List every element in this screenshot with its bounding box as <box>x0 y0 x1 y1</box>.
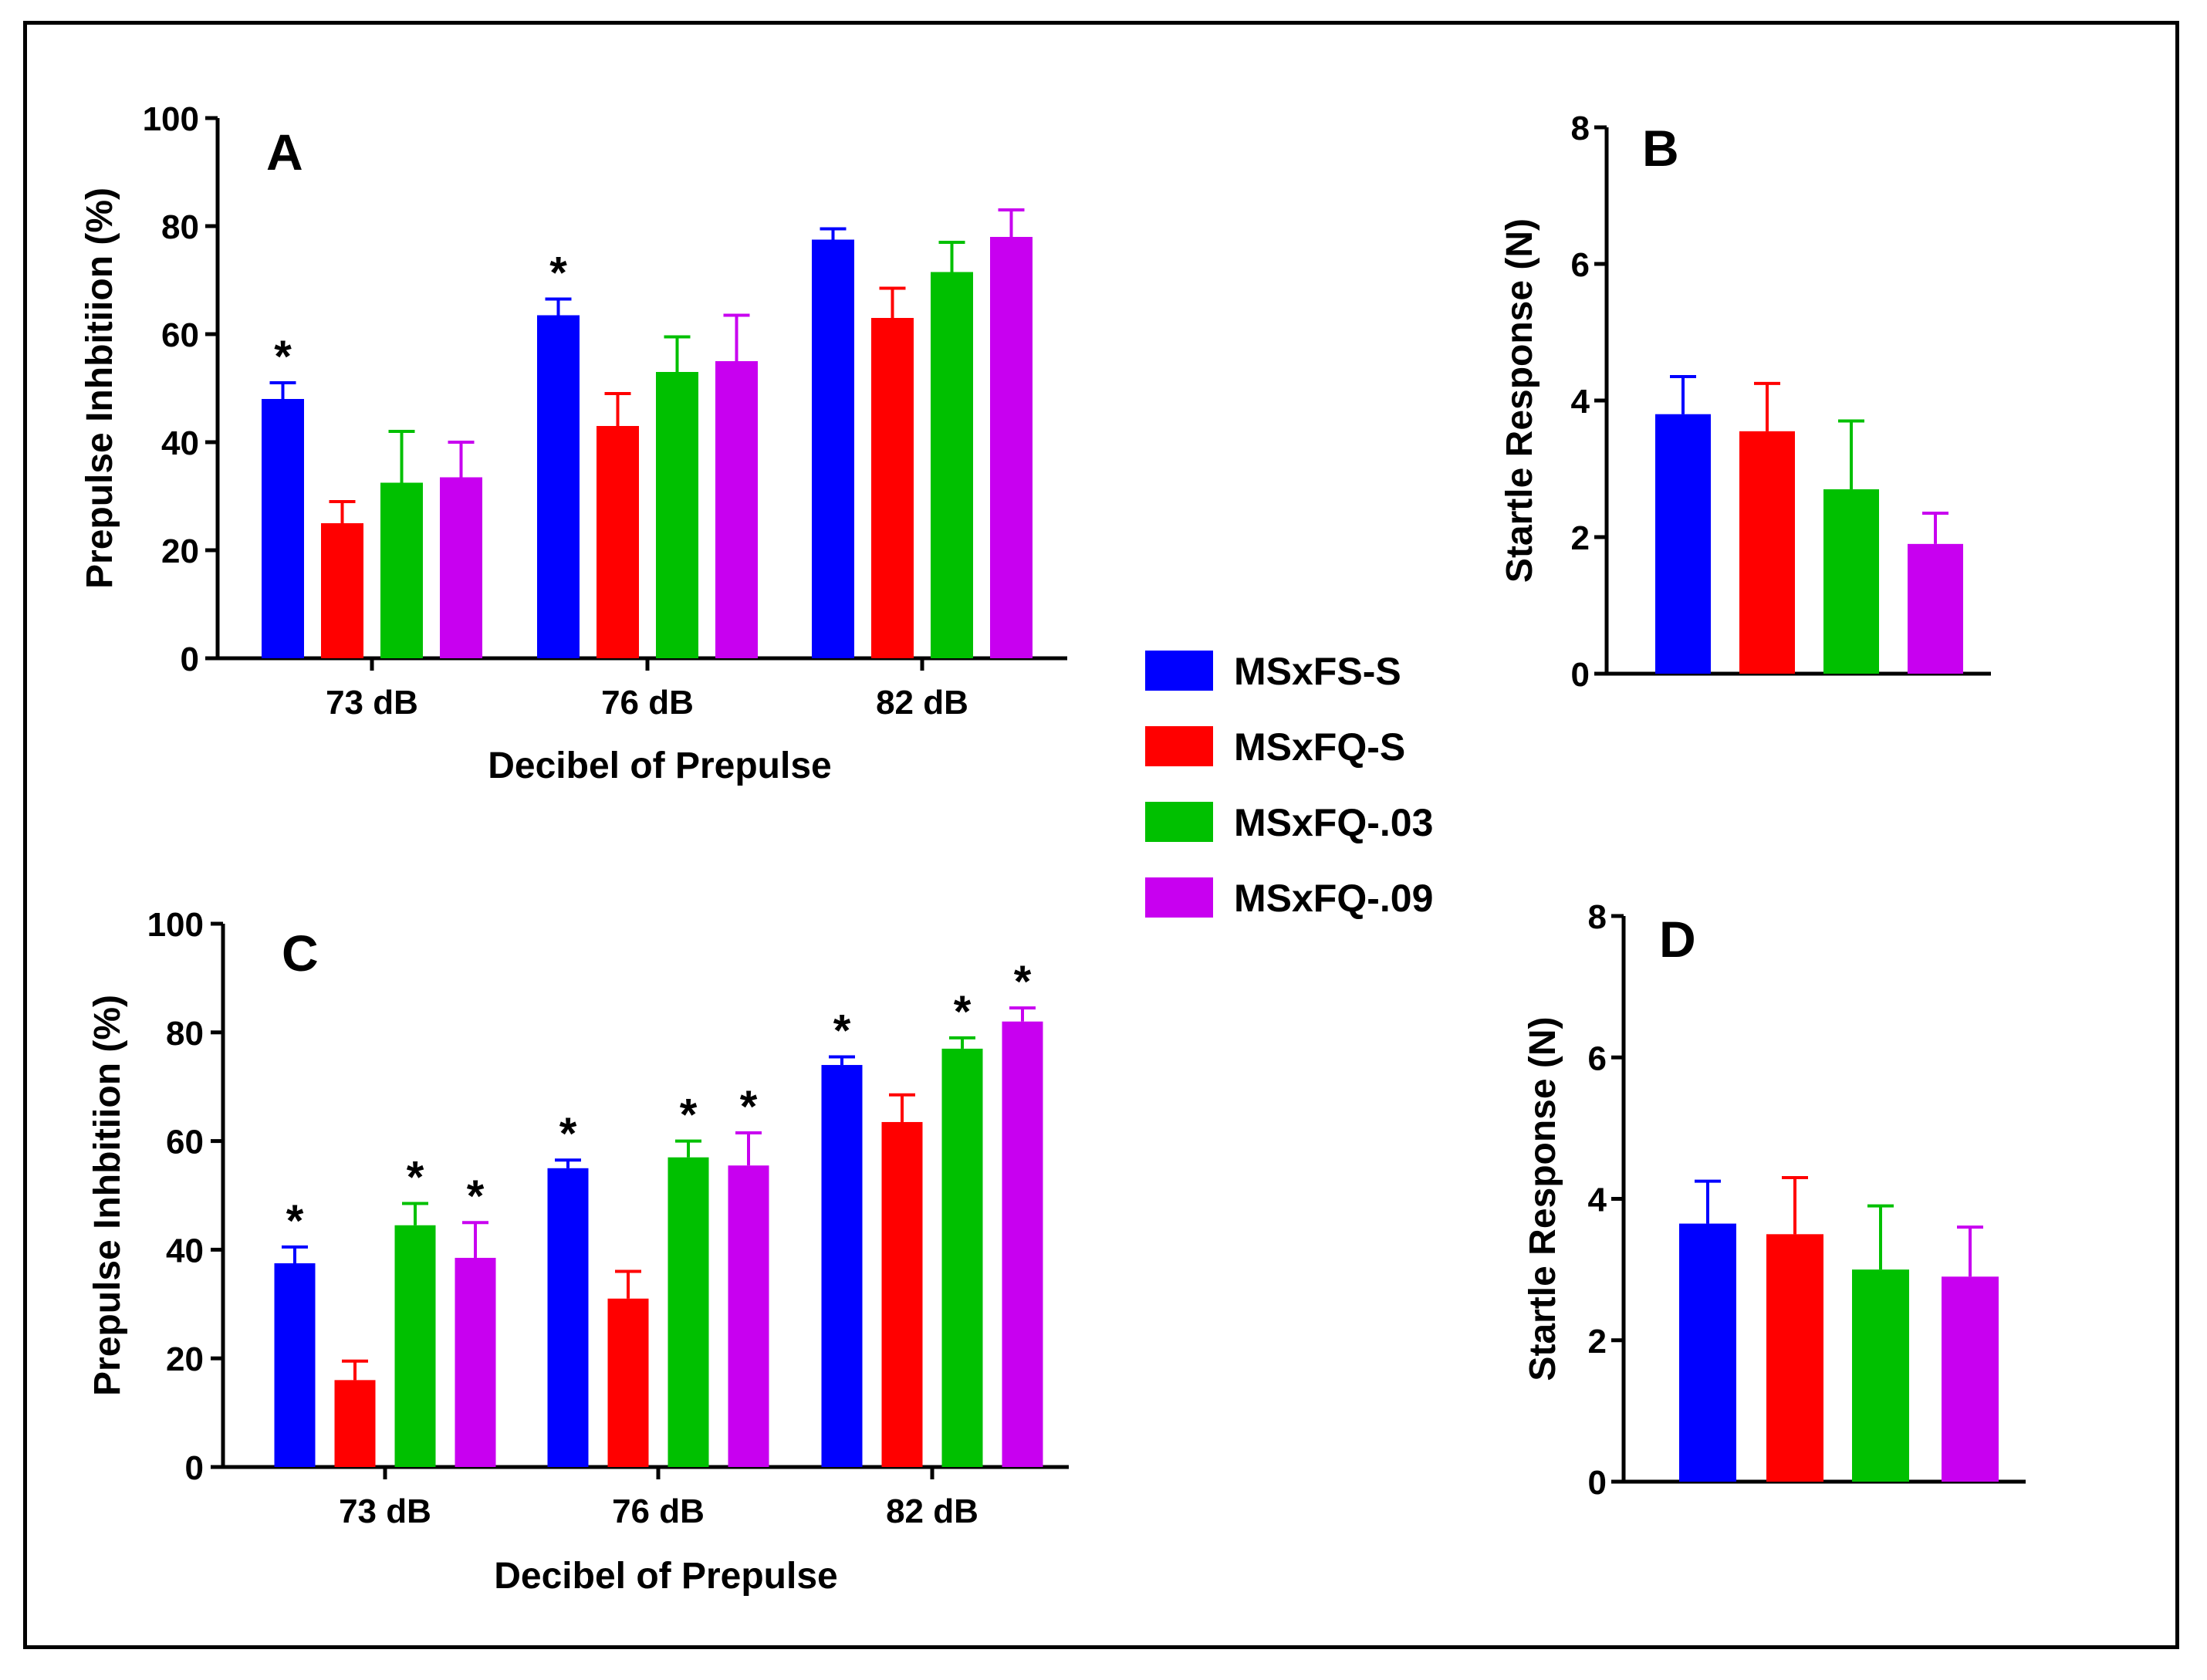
panel-a-label: A <box>266 123 303 181</box>
legend-label-4: MSxFQ-.09 <box>1234 877 1433 920</box>
panel-c-bar <box>274 1263 316 1467</box>
panel-a-bar <box>931 272 973 658</box>
panel-c-significance-marker: * <box>286 1196 304 1246</box>
panel-d-y-tick-label: 6 <box>1588 1039 1607 1077</box>
panel-c-bar <box>547 1168 589 1467</box>
panel-c-bar <box>668 1157 709 1467</box>
panel-d-bar <box>1679 1223 1736 1482</box>
panel-c-y-tick-label: 40 <box>166 1232 204 1269</box>
panel-c-y-tick-label: 80 <box>166 1015 204 1053</box>
panel-c-y-tick-label: 20 <box>166 1340 204 1378</box>
panel-d-y-tick-label: 4 <box>1588 1181 1607 1219</box>
legend-label-2: MSxFQ-S <box>1234 725 1405 769</box>
panel-d-y-axis-label: Startle Response (N) <box>1523 1016 1563 1381</box>
panel-a-bar <box>440 477 482 658</box>
panel-a-bar <box>871 318 914 658</box>
panel-c-y-tick-label: 60 <box>166 1124 204 1161</box>
panel-a-category-label: 82 dB <box>876 684 968 722</box>
panel-a-bar <box>990 237 1033 658</box>
panel-a-y-tick-label: 60 <box>161 316 199 354</box>
panel-a-y-tick-label: 80 <box>161 208 199 246</box>
panel-c-label: C <box>282 925 319 982</box>
panel-b-bar <box>1739 431 1795 674</box>
panel-c-significance-marker: * <box>680 1090 698 1141</box>
panel-d-label: D <box>1659 911 1696 968</box>
legend-swatch-1 <box>1145 651 1213 691</box>
panel-c-category-label: 82 dB <box>886 1492 978 1530</box>
panel-d-y-tick-label: 8 <box>1588 898 1607 936</box>
panel-b-y-tick-label: 4 <box>1571 383 1590 421</box>
panel-a-y-axis-label: Prepulse Inhbitiion (%) <box>79 188 120 589</box>
panel-a-y-tick-label: 0 <box>181 641 199 678</box>
panel-c-y-axis-label: Prepulse Inhbitiion (%) <box>87 995 128 1396</box>
panel-a-bar <box>262 399 304 658</box>
panel-c-bar <box>821 1065 863 1467</box>
panel-c-significance-marker: * <box>833 1006 851 1056</box>
panel-c-y-tick-label: 0 <box>185 1449 204 1487</box>
panel-a-category-label: 73 dB <box>326 684 418 722</box>
panel-a-significance-marker: * <box>274 332 292 382</box>
panel-b-bar <box>1655 414 1711 674</box>
panel-a-y-tick-label: 100 <box>143 100 199 138</box>
panel-c-significance-marker: * <box>559 1109 577 1159</box>
panel-c-significance-marker: * <box>740 1082 758 1132</box>
panel-c-significance-marker: * <box>1014 957 1032 1007</box>
panel-c-category-label: 76 dB <box>612 1492 705 1530</box>
panel-c-bar <box>455 1257 496 1467</box>
legend-label-1: MSxFS-S <box>1234 650 1401 693</box>
panel-a-y-tick-label: 20 <box>161 532 199 570</box>
panel-a-bar <box>380 482 423 658</box>
panel-c-bar <box>881 1121 923 1467</box>
panel-d-y-tick-label: 0 <box>1588 1464 1607 1502</box>
panel-b-bar <box>1908 543 1963 674</box>
panel-d-bar <box>1852 1269 1909 1482</box>
legend-swatch-2 <box>1145 726 1213 766</box>
panel-c-significance-marker: * <box>954 987 972 1037</box>
panel-c-category-label: 73 dB <box>339 1492 431 1530</box>
panel-c-bar <box>334 1380 376 1467</box>
panel-d-y-tick-label: 2 <box>1588 1323 1607 1361</box>
legend-label-3: MSxFQ-.03 <box>1234 801 1433 844</box>
panel-c-bar <box>394 1225 436 1467</box>
panel-c-bar <box>607 1298 649 1467</box>
panel-a-category-label: 76 dB <box>601 684 694 722</box>
panel-c-bar <box>728 1165 769 1467</box>
panel-c-y-tick-label: 100 <box>147 906 204 944</box>
panel-b-y-axis-label: Startle Response (N) <box>1499 218 1540 583</box>
panel-a-bar <box>812 239 854 658</box>
panel-b-y-tick-label: 0 <box>1571 656 1590 694</box>
panel-a-bar <box>321 523 363 658</box>
legend-swatch-3 <box>1145 802 1213 842</box>
panel-b-bar <box>1823 489 1879 674</box>
panel-b-y-tick-label: 2 <box>1571 519 1590 557</box>
panel-c-bar <box>1002 1021 1043 1467</box>
panel-a-x-axis-label: Decibel of Prepulse <box>488 745 831 786</box>
panel-b-label: B <box>1642 120 1679 177</box>
panel-a-bar <box>597 426 639 658</box>
panel-a-bar <box>656 372 698 658</box>
panel-c-significance-marker: * <box>407 1153 424 1203</box>
panel-c-bar <box>941 1048 983 1467</box>
panel-a-bar <box>715 361 758 658</box>
panel-a-significance-marker: * <box>549 248 567 299</box>
panel-a-y-tick-label: 40 <box>161 424 199 462</box>
panel-b-y-tick-label: 6 <box>1571 246 1590 284</box>
panel-c-x-axis-label: Decibel of Prepulse <box>494 1556 837 1597</box>
legend-swatch-4 <box>1145 877 1213 918</box>
panel-a-bar <box>537 315 580 658</box>
panel-b-y-tick-label: 8 <box>1571 110 1590 147</box>
panel-d-bar <box>1942 1276 1999 1482</box>
panel-c-significance-marker: * <box>467 1171 485 1222</box>
panel-d-bar <box>1766 1234 1823 1482</box>
